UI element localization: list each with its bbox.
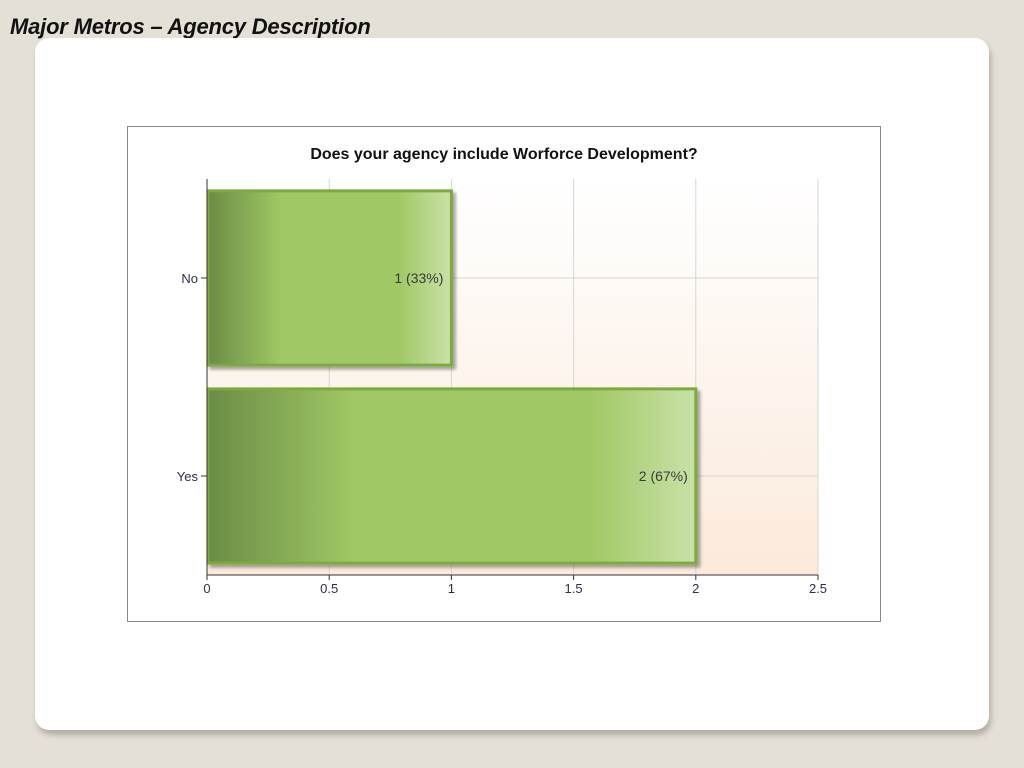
- slide-title: Major Metros – Agency Description: [10, 14, 371, 39]
- chart-frame: Does your agency include Worforce Develo…: [127, 126, 881, 622]
- x-tick-label: 1.5: [565, 581, 583, 596]
- data-label: 2 (67%): [639, 468, 688, 484]
- x-tick-label: 0: [203, 581, 210, 596]
- x-tick-label: 0.5: [320, 581, 338, 596]
- data-label: 1 (33%): [394, 270, 443, 286]
- chart-title: Does your agency include Worforce Develo…: [310, 146, 697, 163]
- y-tick-label: No: [181, 271, 198, 286]
- bar-yes: [206, 387, 698, 565]
- bar-no: [206, 189, 453, 367]
- y-tick-label: Yes: [177, 469, 199, 484]
- x-tick-label: 2.5: [809, 581, 827, 596]
- x-tick-label: 2: [692, 581, 699, 596]
- x-tick-label: 1: [448, 581, 455, 596]
- bar-chart: Does your agency include Worforce Develo…: [177, 146, 827, 596]
